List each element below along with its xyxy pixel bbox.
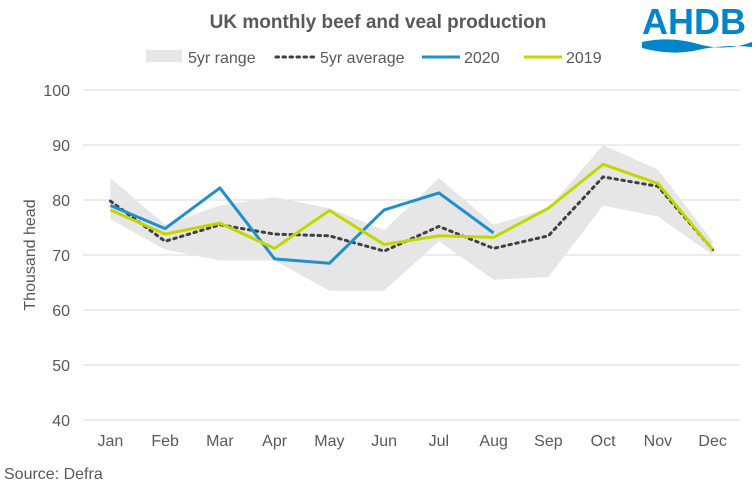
series-line-2020 — [109, 186, 495, 265]
x-tick-aug: Aug — [479, 433, 507, 450]
x-tick-oct: Oct — [591, 433, 616, 450]
y-tick-60: 60 — [52, 303, 70, 320]
chart-title: UK monthly beef and veal production — [210, 12, 547, 33]
ahdb-logo: AHDB — [640, 0, 756, 60]
y-tick-70: 70 — [52, 248, 70, 265]
source-note: Source: Defra — [4, 466, 103, 483]
legend-label-2019: 2019 — [566, 50, 602, 67]
series-lines — [108, 162, 715, 265]
y-tick-50: 50 — [52, 358, 70, 375]
x-tick-apr: Apr — [262, 433, 288, 450]
x-tick-jul: Jul — [429, 433, 449, 450]
y-axis-label: Thousand head — [22, 199, 39, 310]
y-tick-100: 100 — [43, 83, 70, 100]
range-area-5yr — [110, 145, 713, 291]
x-tick-labels: Jan Feb Mar Apr May Jun Jul Aug Sep Oct Nov Dec — [97, 433, 726, 450]
logo-text: AHDB — [642, 1, 746, 42]
x-tick-nov: Nov — [644, 433, 672, 450]
x-tick-dec: Dec — [698, 433, 726, 450]
x-tick-jan: Jan — [97, 433, 123, 450]
y-tick-80: 80 — [52, 193, 70, 210]
y-tick-40: 40 — [52, 413, 70, 430]
legend: 5yr range 5yr average 2020 2019 — [146, 50, 602, 67]
y-tick-labels: 40 50 60 70 80 90 100 — [43, 83, 70, 430]
legend-swatch-range — [146, 50, 182, 62]
y-tick-90: 90 — [52, 138, 70, 155]
legend-label-average: 5yr average — [320, 50, 405, 67]
legend-label-range: 5yr range — [188, 50, 256, 67]
x-tick-mar: Mar — [206, 433, 234, 450]
series-line-2019 — [109, 162, 714, 251]
x-tick-sep: Sep — [534, 433, 563, 450]
logo-wave-icon — [642, 39, 752, 53]
x-tick-jun: Jun — [371, 433, 397, 450]
x-tick-feb: Feb — [151, 433, 179, 450]
legend-label-2020: 2020 — [464, 50, 500, 67]
x-tick-may: May — [314, 433, 344, 450]
